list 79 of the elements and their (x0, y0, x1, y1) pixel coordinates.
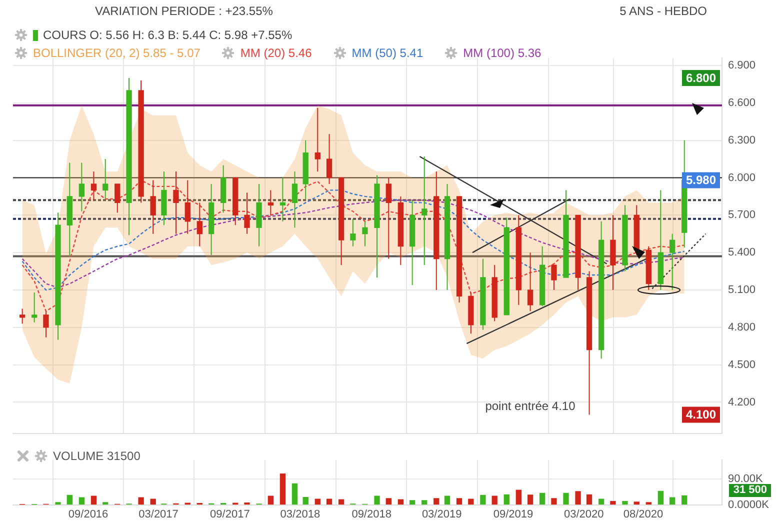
bar (55, 502, 61, 505)
bar (338, 499, 344, 505)
bar (504, 494, 510, 505)
bar (292, 483, 298, 505)
text: MM (100) 5.36 (463, 46, 542, 60)
bar (138, 497, 144, 505)
x-tick-label: 09/2017 (210, 508, 250, 520)
bar (492, 496, 498, 505)
y-tick-label: 5.400 (728, 246, 756, 259)
y-tick-label: 5.100 (728, 284, 756, 296)
y-tick-label: 4.800 (728, 321, 756, 334)
bar (468, 498, 474, 505)
x-tick-label: 08/2020 (623, 508, 664, 520)
bar (244, 502, 250, 505)
legend-label: COURS O: 5.56 H: 6.3 B: 5.44 C: 5.98 +7.55% (43, 28, 292, 42)
bar (539, 492, 546, 505)
y-tick-label: 6.600 (728, 96, 756, 109)
y-tick-label: 6.000 (728, 172, 756, 184)
bar (90, 496, 97, 505)
bar (302, 496, 308, 505)
bar (150, 498, 156, 505)
bar (563, 492, 569, 505)
bar (66, 494, 72, 505)
annotation: 4.100 (686, 408, 716, 422)
bar (598, 498, 604, 505)
bar (422, 500, 428, 505)
line-series (22, 180, 685, 312)
chart-title: VOLUME 31500 (53, 449, 140, 463)
x-tick-label: 03/2017 (138, 508, 178, 520)
y-tick-label: 6.300 (728, 134, 756, 146)
y-tick-label: 5.700 (728, 209, 756, 222)
y-tick-label: 4.200 (728, 396, 756, 408)
bar (527, 494, 534, 505)
annotation: BOLLINGER (20, 2) 5.85 - 5.07 (33, 46, 200, 60)
bar (516, 490, 522, 505)
y-tick-label: 0.0000K (728, 498, 770, 511)
annotation: 6.800 (686, 70, 716, 85)
bar (314, 498, 320, 505)
bar (551, 498, 557, 505)
bar (622, 501, 628, 505)
bar (374, 496, 380, 505)
x-tick-label: 03/2020 (564, 508, 604, 520)
bar (480, 494, 486, 505)
bar (444, 496, 450, 505)
text: MM (20) 5.46 (240, 46, 312, 60)
chart-title: VARIATION PERIODE : +23.55% (95, 4, 273, 18)
x-tick-label: 03/2019 (422, 508, 462, 520)
bar (268, 496, 274, 505)
candlestick (350, 218, 356, 247)
bar (456, 498, 462, 505)
text: 5 ANS - HEBDO (620, 4, 707, 18)
annotation: 5.980 (686, 173, 716, 188)
bar (658, 490, 664, 505)
bar (610, 501, 616, 505)
y-tick-label: 4.500 (728, 358, 756, 371)
bar (326, 498, 332, 505)
bar (586, 494, 592, 505)
y-tick-label: 6.900 (728, 60, 756, 72)
bar (102, 502, 108, 505)
bar (634, 502, 640, 505)
y-tick-label: 90.00K (728, 472, 764, 485)
candlestick (551, 264, 557, 290)
bar (646, 502, 652, 505)
bar (78, 497, 85, 505)
bar (434, 498, 440, 505)
bar (575, 491, 581, 505)
x-tick-label: 03/2018 (280, 508, 320, 520)
bar (386, 498, 392, 505)
bar (398, 499, 404, 505)
bar (409, 500, 416, 505)
text: MM (50) 5.41 (352, 46, 424, 60)
bar (682, 495, 688, 505)
x-tick-label: 09/2019 (493, 508, 534, 520)
bar (280, 474, 286, 505)
bar (670, 497, 676, 505)
x-tick-label: 09/2018 (352, 508, 392, 520)
x-tick-label: 09/2016 (68, 508, 108, 520)
annotation: point entrée 4.10 (485, 399, 576, 414)
text: 31 500 (729, 484, 771, 497)
